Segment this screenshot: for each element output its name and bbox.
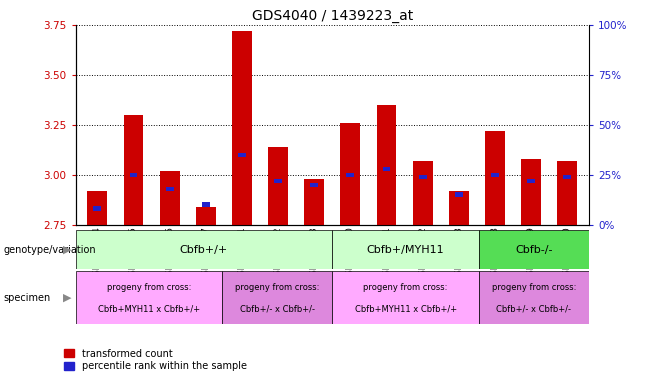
Legend: transformed count, percentile rank within the sample: transformed count, percentile rank withi… [64, 349, 247, 371]
Text: Cbfb+/MYH11: Cbfb+/MYH11 [367, 245, 444, 255]
Text: ▶: ▶ [63, 293, 71, 303]
Bar [202, 202, 210, 207]
Bar [455, 192, 463, 197]
Text: progeny from cross:: progeny from cross: [235, 283, 320, 293]
Bar [485, 131, 505, 225]
Text: genotype/variation: genotype/variation [3, 245, 96, 255]
Title: GDS4040 / 1439223_at: GDS4040 / 1439223_at [251, 8, 413, 23]
Text: progeny from cross:: progeny from cross: [107, 283, 191, 293]
Bar [557, 161, 577, 225]
Bar [418, 174, 426, 179]
Text: progeny from cross:: progeny from cross: [363, 283, 448, 293]
Bar [232, 31, 252, 225]
Text: Cbfb-/-: Cbfb-/- [515, 245, 553, 255]
Text: Cbfb+MYH11 x Cbfb+/+: Cbfb+MYH11 x Cbfb+/+ [98, 305, 200, 314]
Text: Cbfb+/- x Cbfb+/-: Cbfb+/- x Cbfb+/- [496, 305, 571, 314]
Bar [340, 123, 361, 225]
Bar [88, 191, 107, 225]
Bar [376, 105, 396, 225]
Bar [310, 182, 318, 187]
Bar [124, 115, 143, 225]
Bar [93, 207, 101, 211]
Bar [332, 230, 479, 269]
Bar [527, 179, 535, 183]
Bar [160, 171, 180, 225]
Bar [346, 172, 355, 177]
Bar [413, 161, 432, 225]
Bar [449, 191, 468, 225]
Bar [222, 271, 332, 324]
Text: Cbfb+/- x Cbfb+/-: Cbfb+/- x Cbfb+/- [240, 305, 315, 314]
Bar [332, 271, 479, 324]
Bar [166, 187, 174, 191]
Bar [196, 207, 216, 225]
Text: Cbfb+/+: Cbfb+/+ [180, 245, 228, 255]
Bar [382, 167, 390, 171]
Bar [563, 174, 571, 179]
Bar [238, 152, 246, 157]
Bar [479, 271, 589, 324]
Bar [130, 172, 138, 177]
Bar [268, 147, 288, 225]
Bar [479, 230, 589, 269]
Bar [76, 271, 222, 324]
Bar [304, 179, 324, 225]
Bar [491, 172, 499, 177]
Bar [521, 159, 541, 225]
Bar [76, 230, 332, 269]
Text: ▶: ▶ [63, 245, 71, 255]
Text: specimen: specimen [3, 293, 51, 303]
Text: Cbfb+MYH11 x Cbfb+/+: Cbfb+MYH11 x Cbfb+/+ [355, 305, 457, 314]
Text: progeny from cross:: progeny from cross: [492, 283, 576, 293]
Bar [274, 179, 282, 183]
